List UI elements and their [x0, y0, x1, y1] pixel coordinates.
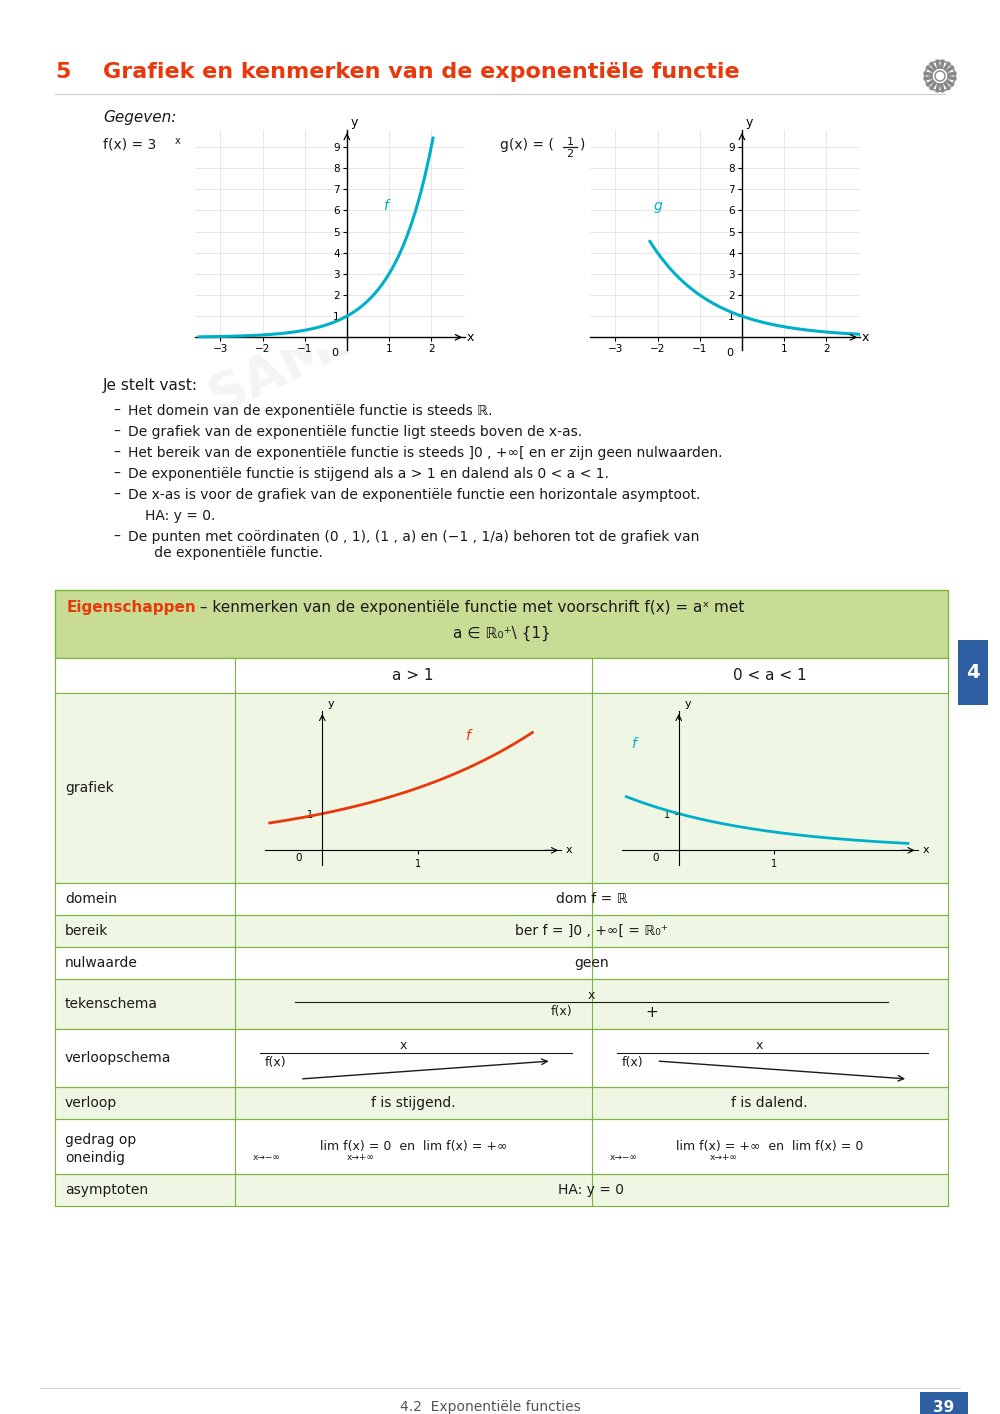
Text: x→+∞: x→+∞	[710, 1154, 737, 1162]
Text: f(x): f(x)	[622, 1056, 643, 1069]
Text: a ∈ ℝ₀⁺\ {1}: a ∈ ℝ₀⁺\ {1}	[453, 626, 550, 641]
Text: x: x	[922, 846, 929, 855]
Text: x: x	[400, 1039, 407, 1052]
Text: f(x): f(x)	[551, 1005, 572, 1018]
Text: lim f(x) = 0  en  lim f(x) = +∞: lim f(x) = 0 en lim f(x) = +∞	[320, 1140, 507, 1152]
Text: –: –	[113, 467, 120, 481]
Text: x→−∞: x→−∞	[253, 1154, 281, 1162]
Text: domein: domein	[65, 892, 117, 906]
Text: Gegeven:: Gegeven:	[103, 110, 176, 124]
Text: f: f	[631, 737, 636, 751]
Text: Het bereik van de exponentiële functie is steeds ]0 , +∞[ en er zijn geen nulwaa: Het bereik van de exponentiële functie i…	[128, 445, 722, 460]
Text: grafiek: grafiek	[65, 781, 114, 795]
Text: f(x) = 3: f(x) = 3	[103, 139, 156, 151]
Text: lim f(x) = +∞  en  lim f(x) = 0: lim f(x) = +∞ en lim f(x) = 0	[676, 1140, 863, 1152]
Bar	[55, 915, 948, 947]
Text: 0: 0	[296, 853, 302, 864]
Bar	[55, 1029, 948, 1087]
Text: ber f = ]0 , +∞[ = ℝ₀⁺: ber f = ]0 , +∞[ = ℝ₀⁺	[515, 923, 668, 937]
Text: dom f = ℝ: dom f = ℝ	[556, 892, 627, 906]
Text: 4.2  Exponentiële functies: 4.2 Exponentiële functies	[400, 1400, 580, 1414]
Text: –: –	[113, 530, 120, 544]
Text: Je stelt vast:: Je stelt vast:	[103, 378, 198, 393]
Text: g: g	[653, 199, 662, 214]
Text: Het domein van de exponentiële functie is steeds ℝ.: Het domein van de exponentiële functie i…	[128, 404, 492, 419]
Bar	[55, 978, 948, 1029]
Text: y: y	[328, 699, 335, 710]
Text: – kenmerken van de exponentiële functie met voorschrift f(x) = aˣ met: – kenmerken van de exponentiële functie …	[195, 600, 744, 615]
Text: 1: 1	[566, 137, 574, 147]
Text: geen: geen	[574, 956, 609, 970]
Text: x→−∞: x→−∞	[610, 1154, 637, 1162]
Text: asymptoten: asymptoten	[65, 1184, 148, 1198]
Text: verloop: verloop	[65, 1096, 117, 1110]
Text: gedrag op: gedrag op	[65, 1133, 136, 1147]
Text: verloopschema: verloopschema	[65, 1051, 171, 1065]
Text: 0: 0	[727, 348, 734, 358]
Text: 0: 0	[332, 348, 339, 358]
Text: –: –	[113, 404, 120, 419]
Bar	[920, 1391, 968, 1414]
Bar	[55, 693, 948, 882]
Text: f: f	[383, 199, 388, 214]
Bar	[55, 1174, 948, 1206]
Text: f(x): f(x)	[265, 1056, 287, 1069]
Text: SAMPLE: SAMPLE	[200, 276, 440, 424]
Text: De x-as is voor de grafiek van de exponentiële functie een horizontale asymptoot: De x-as is voor de grafiek van de expone…	[128, 488, 700, 502]
Text: –: –	[113, 488, 120, 502]
Text: SAMPLE: SAMPLE	[160, 826, 400, 974]
Text: bereik: bereik	[65, 923, 108, 937]
Text: x: x	[756, 1039, 763, 1052]
Text: tekenschema: tekenschema	[65, 997, 158, 1011]
Text: –: –	[113, 426, 120, 438]
Bar	[55, 1118, 948, 1174]
Text: +: +	[645, 1005, 658, 1019]
Text: a > 1: a > 1	[392, 667, 434, 683]
Text: 0: 0	[652, 853, 659, 864]
Text: x→+∞: x→+∞	[347, 1154, 375, 1162]
Text: De exponentiële functie is stijgend als a > 1 en dalend als 0 < a < 1.: De exponentiële functie is stijgend als …	[128, 467, 609, 481]
Text: De grafiek van de exponentiële functie ligt steeds boven de x-as.: De grafiek van de exponentiële functie l…	[128, 426, 582, 438]
Text: ): )	[580, 139, 585, 151]
Text: 0 < a < 1: 0 < a < 1	[733, 667, 807, 683]
Circle shape	[935, 71, 945, 81]
Text: f is dalend.: f is dalend.	[731, 1096, 808, 1110]
Text: y: y	[685, 699, 691, 710]
Text: g(x) = (: g(x) = (	[500, 139, 554, 151]
Text: De punten met coördinaten (0 , 1), (1 , a) en (−1 , 1/a) behoren tot de grafiek : De punten met coördinaten (0 , 1), (1 , …	[128, 530, 699, 560]
Bar	[55, 947, 948, 978]
Text: x: x	[862, 331, 869, 344]
Text: nulwaarde: nulwaarde	[65, 956, 138, 970]
Text: HA: y = 0: HA: y = 0	[558, 1184, 624, 1198]
Text: y: y	[746, 116, 753, 129]
Bar	[958, 641, 988, 706]
Bar	[55, 658, 948, 693]
Text: SAMPLE: SAMPLE	[530, 646, 770, 795]
Text: y: y	[351, 116, 358, 129]
Text: 4: 4	[966, 663, 980, 682]
Text: x: x	[566, 846, 572, 855]
Text: HA: y = 0.: HA: y = 0.	[145, 509, 215, 523]
Text: Grafiek en kenmerken van de exponentiële functie: Grafiek en kenmerken van de exponentiële…	[103, 62, 740, 82]
Bar	[55, 882, 948, 915]
Text: –: –	[113, 445, 120, 460]
Text: 2: 2	[566, 148, 574, 158]
Text: x: x	[590, 136, 596, 146]
Text: 39: 39	[933, 1400, 955, 1414]
Text: Eigenschappen: Eigenschappen	[67, 600, 197, 615]
Text: x: x	[175, 136, 181, 146]
Text: x: x	[588, 988, 595, 1003]
Text: f: f	[466, 730, 470, 744]
Text: f is stijgend.: f is stijgend.	[371, 1096, 456, 1110]
Bar	[55, 1087, 948, 1118]
Text: 5: 5	[55, 62, 70, 82]
Text: oneindig: oneindig	[65, 1151, 125, 1165]
Text: x: x	[467, 331, 474, 344]
Bar	[55, 590, 948, 658]
